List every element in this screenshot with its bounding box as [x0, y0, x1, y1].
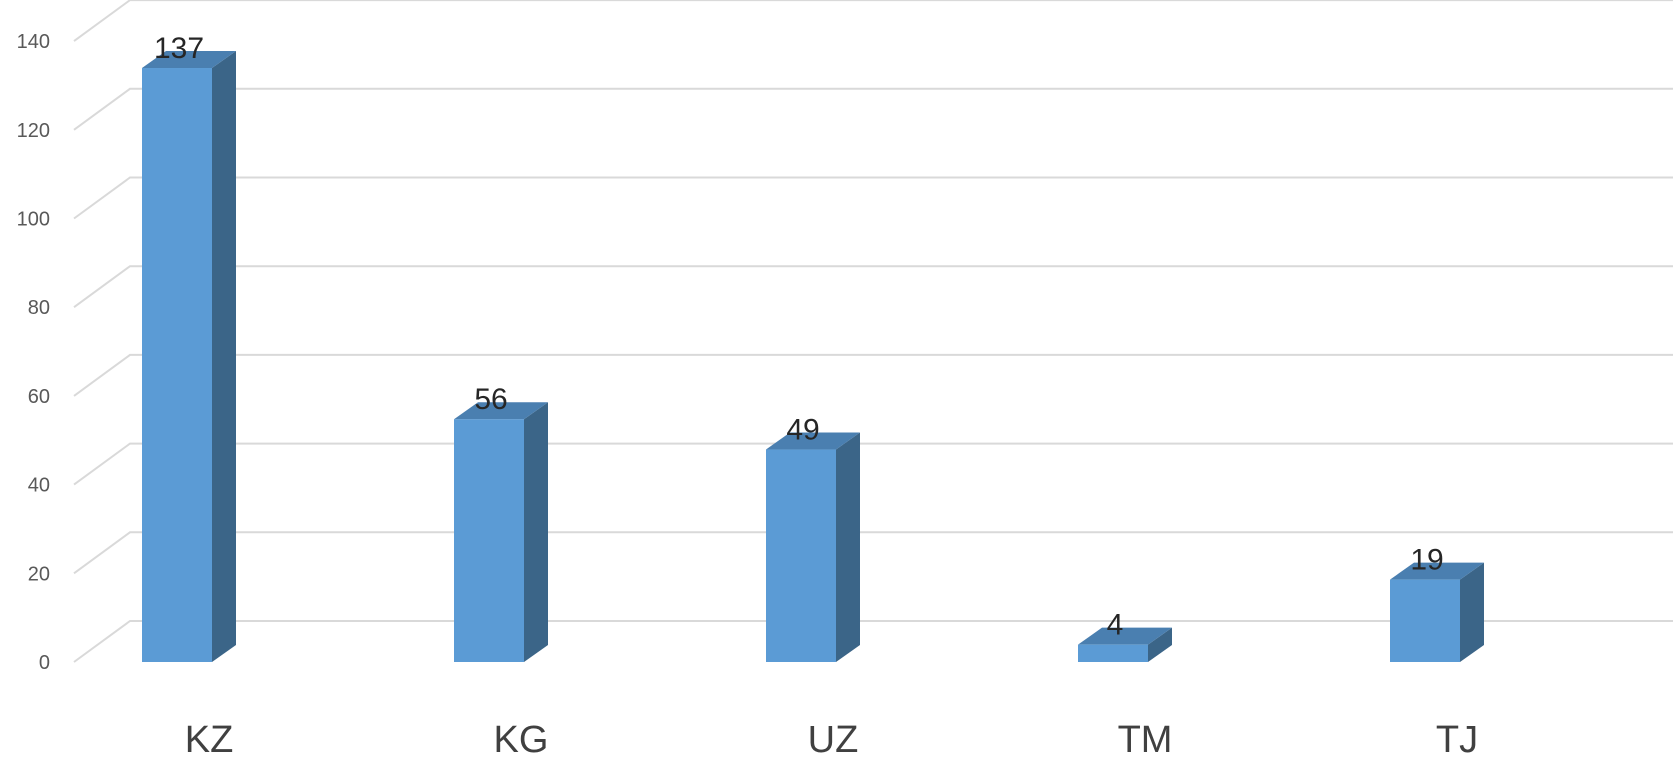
bar-kg: [454, 402, 548, 662]
bar-top: [454, 402, 548, 420]
bar-front: [142, 68, 212, 662]
bar-front: [766, 449, 836, 662]
data-label: 49: [786, 414, 819, 447]
y-tick-label: 120: [17, 120, 50, 142]
y-tick-label: 0: [39, 652, 50, 674]
y-axis-ticks: 0 20 40 60 80 100 120 140: [17, 31, 50, 674]
gridline: [73, 531, 1673, 575]
bar-top: [1078, 627, 1172, 645]
data-label: 137: [154, 32, 204, 65]
x-category-label: KG: [494, 719, 549, 757]
bar-front: [1390, 579, 1460, 662]
gridline: [73, 620, 1673, 663]
gridline: [73, 442, 1673, 486]
x-category-label: KZ: [185, 719, 234, 757]
x-category-label: TM: [1118, 719, 1173, 757]
bar-front: [454, 419, 524, 662]
bar-top: [142, 51, 236, 69]
bar-front: [1078, 644, 1148, 662]
gridline: [73, 176, 1673, 220]
data-label: 19: [1410, 544, 1443, 577]
bar-top: [1390, 562, 1484, 580]
bar-top: [766, 432, 860, 450]
gridlines: [73, 0, 1673, 663]
x-category-label: UZ: [808, 719, 859, 757]
bars: [142, 51, 1484, 662]
bar-kz: [142, 51, 236, 662]
gridline: [73, 265, 1673, 309]
y-tick-label: 60: [28, 386, 50, 408]
x-category-label: TJ: [1436, 719, 1478, 757]
y-tick-label: 140: [17, 31, 50, 53]
gridline: [73, 0, 1673, 42]
data-label: 56: [474, 383, 507, 416]
bar-side: [1460, 562, 1484, 662]
bar-side: [524, 402, 548, 662]
gridline: [73, 353, 1673, 397]
y-tick-label: 40: [28, 475, 50, 497]
y-tick-label: 100: [17, 209, 50, 231]
bar-side: [212, 51, 236, 662]
bar-tj: [1390, 562, 1484, 662]
bar-uz: [766, 432, 860, 662]
data-label: 4: [1107, 609, 1124, 642]
gridline: [73, 87, 1673, 131]
labels: 137 KZ 56 KG 49 UZ 4 TM 19 TJ: [154, 32, 1478, 757]
y-tick-label: 80: [28, 297, 50, 319]
bar-side: [1148, 627, 1172, 662]
bar-side: [836, 432, 860, 662]
y-tick-label: 20: [28, 563, 50, 585]
bar-tm: [1078, 627, 1172, 662]
